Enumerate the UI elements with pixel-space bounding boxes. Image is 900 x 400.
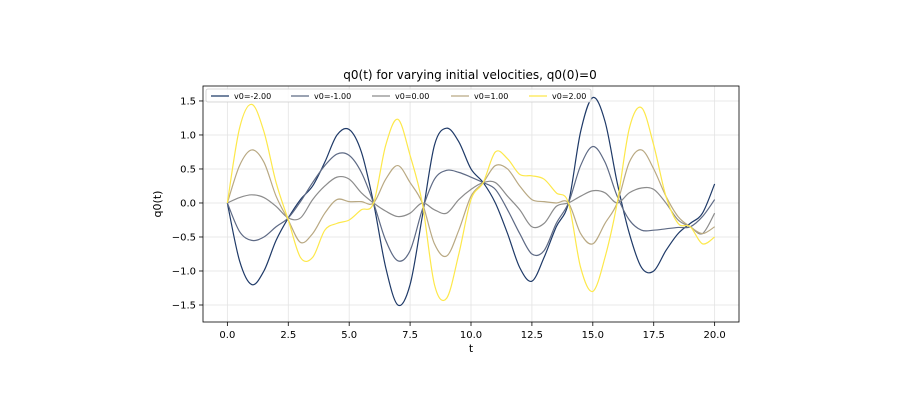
x-tick-label: 17.5: [643, 330, 665, 341]
legend-label: v0=0.00: [395, 92, 429, 101]
legend-label: v0=1.00: [474, 92, 508, 101]
x-tick-label: 20.0: [704, 330, 726, 341]
y-tick-label: 1.0: [180, 130, 196, 141]
x-tick-label: 15.0: [582, 330, 604, 341]
x-tick-label: 7.5: [402, 330, 418, 341]
x-tick-label: 0.0: [219, 330, 235, 341]
y-tick-label: 0.0: [180, 198, 196, 209]
series-lines: [226, 96, 716, 307]
x-axis-label: t: [469, 342, 474, 355]
series-line-0: [226, 96, 716, 307]
x-tick-label: 5.0: [341, 330, 357, 341]
legend-label: v0=-1.00: [314, 92, 351, 101]
y-tick-label: −1.0: [172, 266, 196, 277]
y-tick-label: 1.5: [180, 96, 196, 107]
y-axis-label: q0(t): [151, 191, 164, 218]
x-tick-label: 2.5: [280, 330, 296, 341]
series-line-2: [227, 175, 716, 235]
x-tick-label: 12.5: [521, 330, 543, 341]
series-line-3: [226, 149, 715, 258]
y-tick-label: −1.5: [172, 300, 196, 311]
y-tick-label: 0.5: [180, 164, 196, 175]
x-tick-label: 10.0: [460, 330, 482, 341]
series-line-1: [226, 145, 716, 262]
axis-ticks: 0.0 2.5 5.0 7.5 10.0 12.5 15.0 17.5 20.0 1.5 1.0 0.…: [172, 96, 726, 341]
legend-box: [205, 88, 592, 103]
grid: [203, 86, 739, 322]
legend: v0=-2.00 v0=-1.00 v0=0.00 v0=1.00 v0=2.00: [205, 88, 592, 103]
chart-title: q0(t) for varying initial velocities, q0…: [343, 68, 596, 82]
legend-label: v0=2.00: [552, 92, 586, 101]
series-line-4: [226, 103, 715, 302]
y-tick-label: −0.5: [172, 232, 196, 243]
legend-label: v0=-2.00: [234, 92, 271, 101]
